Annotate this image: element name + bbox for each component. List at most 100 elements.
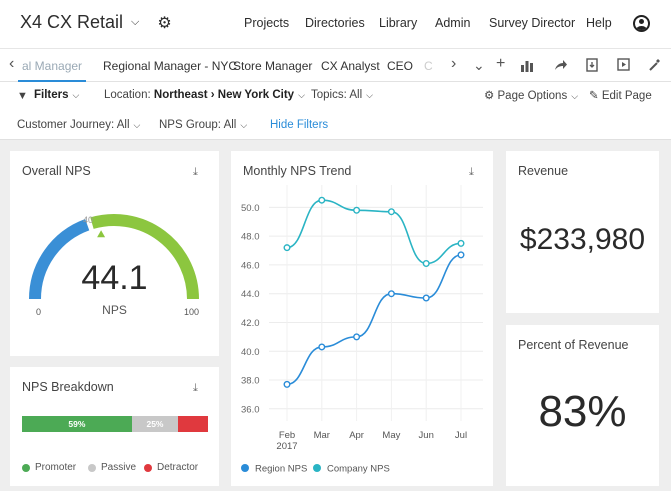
legend-label: Detractor [157,462,199,473]
legend-label: Passive [101,462,137,473]
data-point [387,208,395,216]
download-icon[interactable]: ⤓ [193,166,198,178]
tab-store-manager[interactable]: Store Manager [233,59,313,73]
legend-promoter: Promoter [22,462,76,473]
nav-admin[interactable]: Admin [435,16,471,30]
gauge-arc-low [29,219,90,300]
nps-gauge [29,214,199,300]
chevron-down-icon: ⌵ [133,120,141,130]
nps-value: 44.1 [81,259,148,297]
chevron-down-icon: ⌵ [298,90,305,100]
segment-label: 25% [146,419,164,429]
nav-help[interactable]: Help [586,16,612,30]
dashboard-tabs-bar: ‹ al Manager Regional Manager - NYC Stor… [0,48,671,82]
chevron-left-icon[interactable]: ‹ [9,55,15,72]
bar-chart-icon[interactable] [520,59,534,72]
chevron-down-icon[interactable]: ⌄ [473,57,485,73]
legend-label: Company NPS [327,464,390,475]
percent-of-revenue-card: Percent of Revenue 83% [506,325,659,486]
hide-filters-link[interactable]: Hide Filters [270,119,329,131]
chevron-down-icon: ⌵ [366,90,373,100]
monthly-nps-trend-card: Monthly NPS Trend ⤓ 50.0 48.0 46.0 44.0 42.0… [231,151,493,486]
nav-projects[interactable]: Projects [244,16,290,30]
gauge-arc-high [90,214,199,300]
gauge-min-label: 0 [36,307,42,317]
x-tick-label: Jun [419,430,434,441]
share-icon[interactable] [554,59,568,71]
location-label: Location: [104,89,151,101]
revenue-value: $233,980 [519,223,646,256]
data-point [457,251,465,259]
page-options-dropdown[interactable]: ⚙ Page Options ⌵ [484,88,578,102]
nav-library[interactable]: Library [379,16,418,30]
filter-icon[interactable]: ▼ [17,90,28,102]
user-avatar-icon[interactable] [633,15,650,32]
wand-icon[interactable] [648,58,661,71]
journey-value: All [116,119,130,131]
legend-dot [22,463,30,472]
y-tick-label: 40.0 [241,347,260,358]
data-point [283,244,291,252]
tab-regional-manager-nyc[interactable]: Regional Manager - NYC [103,59,238,73]
nav-survey-director[interactable]: Survey Director [489,16,576,30]
page-options-label: Page Options [497,90,568,102]
chevron-down-icon: ⌵ [240,120,248,130]
top-navigation-bar: X4 CX Retail ⌵ ⚙ Projects Directories Li… [0,0,671,48]
topics-filter[interactable]: Topics: All ⌵ [311,89,373,101]
series-line-region-nps [286,254,462,386]
filters-label: Filters [34,89,69,101]
y-tick-label: 38.0 [241,376,260,387]
export-icon[interactable] [586,58,598,72]
nps-group-filter[interactable]: NPS Group: All ⌵ [159,119,247,131]
x-tick-label: May [382,430,400,441]
data-point [422,294,430,302]
legend-label: Region NPS [255,464,307,475]
location-filter[interactable]: Location: Northeast › New York City ⌵ [104,89,305,101]
customer-journey-filter[interactable]: Customer Journey: All ⌵ [17,119,140,131]
segment-label: 59% [68,419,86,429]
card-title: Percent of Revenue [518,338,629,352]
active-tab-indicator [18,80,86,82]
tab-cx-analyst[interactable]: CX Analyst [321,59,380,73]
data-point [353,206,361,214]
nav-directories[interactable]: Directories [305,16,365,30]
nps-unit-label: NPS [102,303,127,317]
gauge-max-label: 100 [184,307,200,317]
segment-passive: 25% [131,416,179,432]
nps-breakdown-bar: 59% 25% [22,416,208,432]
legend-dot [88,463,96,472]
series-line-company-nps [286,199,462,265]
segment-detractor [178,416,208,432]
edit-page-button[interactable]: ✎ Edit Page [589,88,652,102]
x-tick-label: Mar [314,430,330,441]
pencil-icon: ✎ [589,90,599,102]
x-tick-label: Apr [349,430,364,441]
download-icon[interactable]: ⤓ [469,166,474,178]
gauge-target-marker [97,230,106,238]
card-title: Revenue [518,164,569,178]
filters-dropdown[interactable]: Filters ⌵ [34,89,79,101]
data-point [283,380,291,388]
tab-ceo[interactable]: CEO [387,59,414,73]
legend-dot [144,463,152,472]
tab-regional-manager[interactable]: al Manager [22,59,83,73]
add-icon[interactable]: + [496,55,506,72]
legend-dot [241,464,249,472]
percent-of-revenue-value: 83% [538,387,627,436]
app-switcher[interactable]: X4 CX Retail ⌵ ⚙ [20,12,172,33]
legend-label: Promoter [35,462,77,473]
card-title: Monthly NPS Trend [243,164,352,178]
data-point [318,196,326,204]
y-tick-label: 42.0 [241,318,260,329]
download-icon[interactable]: ⤓ [193,382,198,394]
gear-icon[interactable]: ⚙ [157,14,172,32]
data-point [353,333,361,341]
chevron-right-icon[interactable]: › [451,55,457,72]
overall-nps-card: Overall NPS ⤓ 40 44.1 NPS 0 100 [10,151,219,356]
x-tick-label: Jul [455,430,467,441]
present-icon[interactable] [617,58,630,71]
edit-page-label: Edit Page [601,90,652,102]
chevron-down-icon: ⌵ [571,91,579,101]
tab-truncated[interactable]: C [424,59,433,73]
